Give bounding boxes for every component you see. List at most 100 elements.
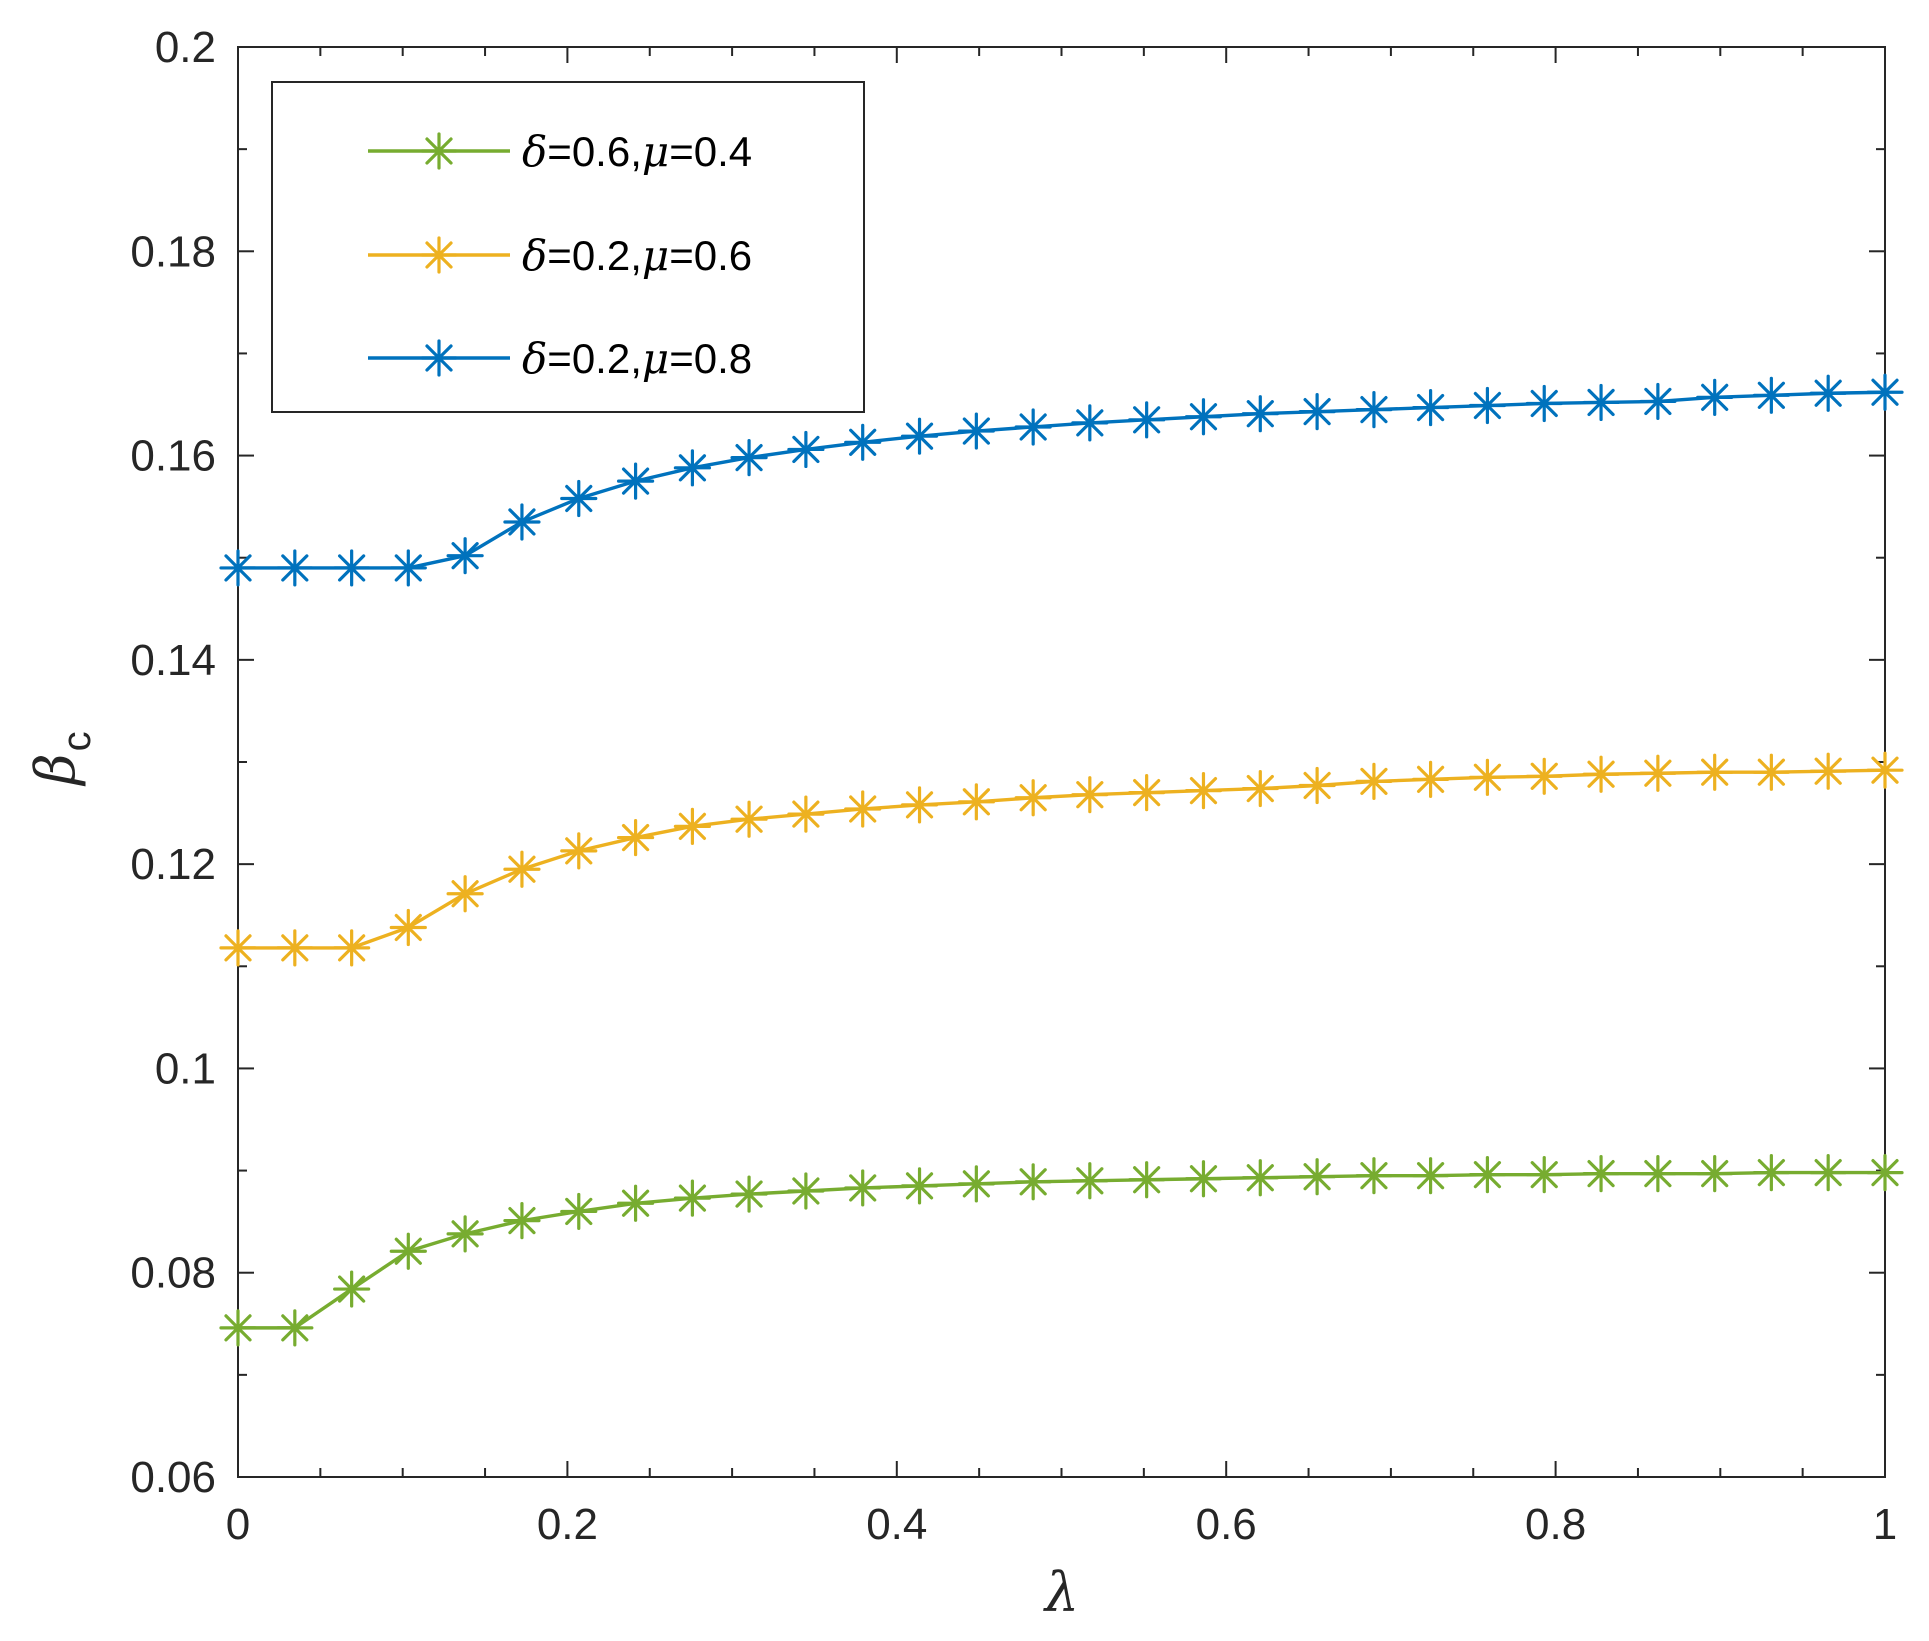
x-tick-label: 0.2 <box>537 1500 598 1549</box>
legend-label-series-3: δ=0.2,μ=0.8 <box>522 334 752 383</box>
data-point <box>1128 1161 1166 1199</box>
y-axis-label-subscript: c <box>55 731 99 751</box>
x-tick-label: 0.6 <box>1196 1500 1257 1549</box>
data-point <box>1355 762 1393 801</box>
series-layer <box>219 373 1904 1347</box>
data-point <box>1809 1154 1847 1192</box>
data-point <box>1014 1163 1052 1201</box>
data-point <box>730 800 768 838</box>
y-tick-label: 0.2 <box>155 23 216 72</box>
data-point <box>333 929 371 967</box>
data-point <box>276 929 314 967</box>
data-point <box>900 1167 939 1205</box>
y-axis-label: βc <box>24 731 99 786</box>
series-3 <box>219 373 1904 587</box>
data-point <box>1355 1157 1393 1195</box>
data-point <box>1468 386 1507 425</box>
data-point <box>446 875 484 913</box>
data-point <box>333 1270 371 1308</box>
series-1 <box>219 1154 1904 1347</box>
data-point <box>1696 378 1734 416</box>
legend-entries: δ=0.6,μ=0.4 δ=0.2,μ=0.6 δ=0.2,μ=0.8 <box>368 127 752 383</box>
y-tick-label: 0.14 <box>130 636 216 685</box>
x-tick-label: 0 <box>226 1500 250 1549</box>
data-point <box>1184 1160 1223 1198</box>
data-point <box>1525 384 1563 423</box>
data-point <box>276 1309 314 1347</box>
data-point <box>844 1169 882 1207</box>
data-point <box>1411 388 1450 427</box>
data-point <box>560 1192 598 1231</box>
data-point <box>616 462 655 500</box>
data-point <box>1014 779 1052 817</box>
data-point <box>673 807 712 845</box>
data-point <box>1241 395 1279 433</box>
data-point <box>1582 1155 1620 1193</box>
data-point <box>1582 383 1620 422</box>
legend-entry-series-2: δ=0.2,μ=0.6 <box>368 231 752 280</box>
y-tick-label: 0.16 <box>130 432 216 481</box>
legend-marker <box>420 132 458 170</box>
legend-label-series-2: δ=0.2,μ=0.6 <box>522 231 752 280</box>
data-point <box>900 417 939 455</box>
data-point <box>616 818 655 857</box>
data-point <box>1582 755 1620 793</box>
data-point <box>1525 1156 1563 1194</box>
data-point <box>446 1215 484 1253</box>
data-point <box>673 449 712 487</box>
data-point <box>957 1165 995 1203</box>
data-point <box>1184 398 1223 436</box>
x-tick-label: 1 <box>1873 1500 1897 1549</box>
data-point <box>1071 404 1109 442</box>
data-point <box>389 1232 427 1270</box>
x-axis-label: λ <box>1043 1561 1079 1624</box>
data-point <box>1468 1156 1507 1194</box>
data-point <box>1752 753 1790 791</box>
data-point <box>730 439 768 477</box>
data-point <box>503 850 541 888</box>
x-tick-label: 0.4 <box>866 1500 927 1549</box>
data-point <box>1866 1154 1904 1192</box>
legend-marker <box>420 339 458 377</box>
data-point <box>787 795 825 833</box>
data-point <box>787 1172 825 1210</box>
legend-swatch-series-2 <box>368 236 510 274</box>
data-point <box>1298 766 1336 805</box>
data-point <box>1752 376 1790 414</box>
data-point <box>900 786 939 824</box>
data-point <box>1071 776 1109 814</box>
legend-entry-series-1: δ=0.6,μ=0.4 <box>368 127 752 176</box>
data-point <box>1696 1155 1734 1193</box>
data-point <box>389 908 427 947</box>
data-point <box>446 537 484 575</box>
data-point <box>1809 374 1847 412</box>
legend-swatch-series-1 <box>368 132 510 170</box>
y-axis-ticks: 0.06 0.08 0.1 0.12 0.14 0.16 0.18 0.2 <box>130 23 216 1502</box>
data-point <box>1639 754 1677 792</box>
data-point <box>333 549 371 587</box>
data-point <box>276 549 314 587</box>
data-point <box>560 832 598 870</box>
data-point <box>1298 393 1336 431</box>
series-2 <box>219 751 1904 967</box>
data-point <box>787 430 825 469</box>
data-point <box>503 503 541 541</box>
data-point <box>1866 751 1904 789</box>
legend-swatch-series-3 <box>368 339 510 377</box>
data-point <box>503 1202 541 1240</box>
data-point <box>1355 391 1393 429</box>
data-point <box>844 790 882 828</box>
data-point <box>616 1184 655 1222</box>
y-tick-label: 0.12 <box>130 840 216 889</box>
legend-entry-series-3: δ=0.2,μ=0.8 <box>368 334 752 383</box>
y-tick-label: 0.1 <box>155 1044 216 1093</box>
data-point <box>1411 1157 1450 1195</box>
data-point <box>1298 1158 1336 1196</box>
data-point <box>219 549 257 587</box>
data-point <box>957 783 995 821</box>
data-point <box>957 412 995 450</box>
legend-label-series-1: δ=0.6,μ=0.4 <box>522 127 752 176</box>
data-point <box>560 479 598 518</box>
data-point <box>1866 373 1904 411</box>
